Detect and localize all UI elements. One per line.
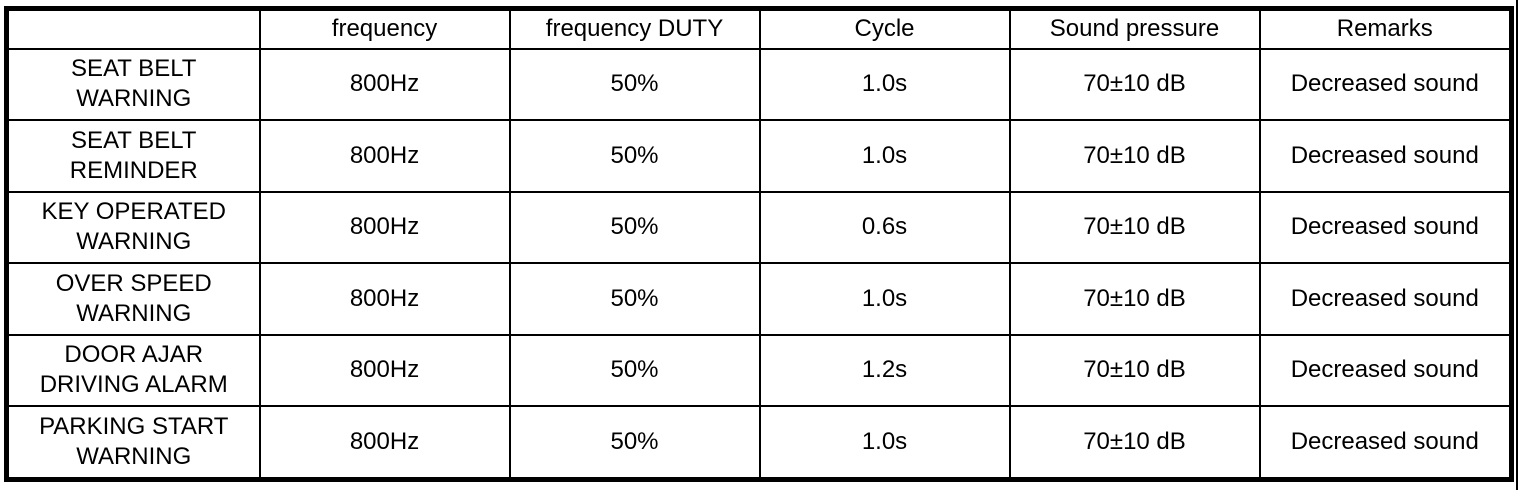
table-row-seat-belt-reminder: SEAT BELT REMINDER 800Hz 50% 1.0s 70±10 … — [5, 119, 1513, 193]
sound-pressure-cell: 70±10 dB — [1008, 47, 1261, 122]
header-cell-remarks: Remarks — [1258, 7, 1513, 50]
table-row-door-ajar-driving-alarm: DOOR AJAR DRIVING ALARM 800Hz 50% 1.2s 7… — [5, 333, 1513, 408]
header-cell-frequency: frequency — [258, 7, 511, 50]
row-label-cell: DOOR AJAR DRIVING ALARM — [5, 333, 261, 408]
row-label-cell: SEAT BELT WARNING — [5, 47, 261, 122]
remarks-cell: Decreased sound — [1258, 405, 1513, 481]
frequency-cell: 800Hz — [258, 333, 511, 408]
row-label-cell: KEY OPERATED WARNING — [5, 190, 261, 265]
header-cell-sound-pressure: Sound pressure — [1008, 7, 1261, 50]
row-label-cell: SEAT BELT REMINDER — [5, 119, 261, 193]
table-row-parking-start-warning: PARKING START WARNING 800Hz 50% 1.0s 70±… — [5, 405, 1513, 481]
cycle-cell: 1.0s — [758, 262, 1011, 336]
cycle-cell: 1.0s — [758, 119, 1011, 193]
row-label-cell: OVER SPEED WARNING — [5, 262, 261, 336]
frequency-cell: 800Hz — [258, 47, 511, 122]
frequency-duty-cell: 50% — [508, 119, 761, 193]
sound-pressure-cell: 70±10 dB — [1008, 190, 1261, 265]
sound-pressure-cell: 70±10 dB — [1008, 119, 1261, 193]
remarks-cell: Decreased sound — [1258, 47, 1513, 122]
table-row-over-speed-warning: OVER SPEED WARNING 800Hz 50% 1.0s 70±10 … — [5, 262, 1513, 336]
cycle-cell: 1.0s — [758, 47, 1011, 122]
remarks-cell: Decreased sound — [1258, 262, 1513, 336]
row-label-cell: PARKING START WARNING — [5, 405, 261, 481]
remarks-cell: Decreased sound — [1258, 190, 1513, 265]
cycle-cell: 1.0s — [758, 405, 1011, 481]
frequency-duty-cell: 50% — [508, 333, 761, 408]
frequency-duty-cell: 50% — [508, 47, 761, 122]
cycle-cell: 1.2s — [758, 333, 1011, 408]
table-row-seat-belt-warning: SEAT BELT WARNING 800Hz 50% 1.0s 70±10 d… — [5, 47, 1513, 122]
cycle-cell: 0.6s — [758, 190, 1011, 265]
sound-pressure-cell: 70±10 dB — [1008, 262, 1261, 336]
sound-pressure-cell: 70±10 dB — [1008, 333, 1261, 408]
remarks-cell: Decreased sound — [1258, 119, 1513, 193]
frequency-cell: 800Hz — [258, 119, 511, 193]
frequency-cell: 800Hz — [258, 405, 511, 481]
table-row-key-operated-warning: KEY OPERATED WARNING 800Hz 50% 0.6s 70±1… — [5, 190, 1513, 265]
frequency-duty-cell: 50% — [508, 405, 761, 481]
header-cell-cycle: Cycle — [758, 7, 1011, 50]
frequency-duty-cell: 50% — [508, 190, 761, 265]
sound-pressure-cell: 70±10 dB — [1008, 405, 1261, 481]
header-cell-item — [5, 7, 261, 50]
header-cell-frequency-duty: frequency DUTY — [508, 7, 761, 50]
frequency-cell: 800Hz — [258, 190, 511, 265]
page-edge-line — [1516, 0, 1518, 490]
frequency-duty-cell: 50% — [508, 262, 761, 336]
buzzer-spec-table: frequency frequency DUTY Cycle Sound pre… — [4, 6, 1514, 482]
remarks-cell: Decreased sound — [1258, 333, 1513, 408]
header-row: frequency frequency DUTY Cycle Sound pre… — [5, 7, 1513, 50]
frequency-cell: 800Hz — [258, 262, 511, 336]
